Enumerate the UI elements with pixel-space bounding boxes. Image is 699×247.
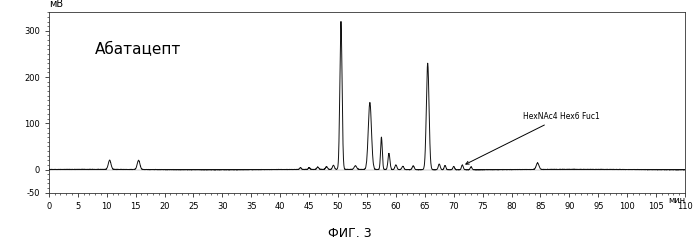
Text: ФИГ. 3: ФИГ. 3: [328, 226, 371, 240]
Text: мВ: мВ: [49, 0, 63, 9]
Text: мин: мин: [668, 196, 685, 205]
Text: Абатацепт: Абатацепт: [95, 42, 182, 57]
Text: HexNAc4 Hex6 Fuc1: HexNAc4 Hex6 Fuc1: [466, 112, 600, 164]
